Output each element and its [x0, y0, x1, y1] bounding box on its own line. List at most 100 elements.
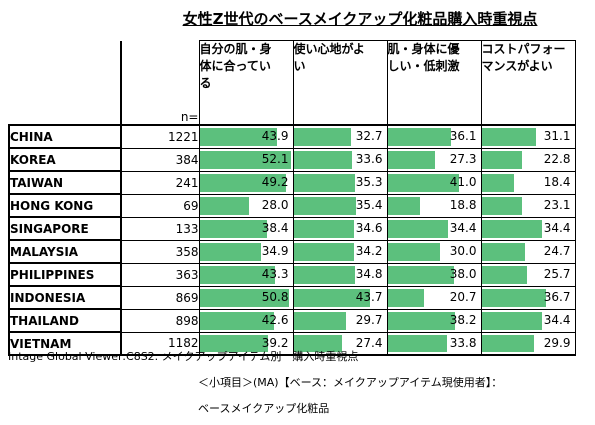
value-bar — [481, 128, 537, 146]
value-label: 30.0 — [449, 243, 477, 258]
value-cell: 35.3 — [292, 171, 388, 195]
chart-title: 女性Z世代のベースメイクアップ化粧品購入時重視点 — [182, 10, 538, 28]
column-header-line: 自分の肌・身 — [199, 42, 272, 56]
value-bar — [293, 265, 355, 284]
value-label: 49.2 — [261, 174, 289, 189]
value-cell: 52.1 — [198, 148, 294, 172]
value-cell: 43.7 — [292, 286, 388, 310]
value-cell: 43.3 — [198, 263, 294, 287]
value-bar — [387, 196, 421, 215]
value-label: 22.8 — [543, 151, 571, 166]
value-bar — [387, 288, 424, 307]
column-header: 肌・身体に優 しい・低刺激 — [386, 40, 482, 126]
table-row: SINGAPORE 133 38.4 34.6 34.4 34.4 — [8, 217, 576, 241]
value-cell: 39.2 — [198, 332, 294, 356]
value-cell: 38.2 — [386, 309, 482, 333]
value-bar — [199, 311, 275, 330]
value-label: 27.4 — [355, 335, 383, 350]
value-label: 27.3 — [449, 151, 477, 166]
value-cell: 34.4 — [480, 217, 576, 241]
sample-size: 384 — [120, 148, 200, 172]
value-bar — [481, 219, 542, 238]
value-cell: 29.7 — [292, 309, 388, 333]
value-label: 34.4 — [543, 220, 571, 235]
value-cell: 33.6 — [292, 148, 388, 172]
table-row: THAILAND 898 42.6 29.7 38.2 34.4 — [8, 309, 576, 333]
country-label: MALAYSIA — [8, 240, 122, 264]
value-cell: 34.4 — [480, 309, 576, 333]
value-bar — [199, 128, 277, 146]
value-cell: 41.0 — [386, 171, 482, 195]
value-bar — [387, 219, 448, 238]
value-label: 34.4 — [543, 312, 571, 327]
value-bar — [481, 334, 534, 352]
value-cell: 23.1 — [480, 194, 576, 218]
value-label: 34.9 — [261, 243, 289, 258]
country-label: KOREA — [8, 148, 122, 172]
column-header-line: マンスがよい — [481, 59, 553, 73]
value-bar — [387, 150, 436, 169]
value-bar — [293, 173, 356, 192]
table-body: CHINA 1221 43.9 32.7 36.1 31.1 KOREA 384 52.1 33.… — [8, 124, 576, 356]
value-bar — [293, 219, 355, 238]
value-label: 52.1 — [261, 151, 289, 166]
column-header-line: しい・低刺激 — [387, 59, 460, 73]
category-note: ベースメイクアップ化粧品 — [198, 402, 330, 415]
country-label: HONG KONG — [8, 194, 122, 218]
value-cell: 35.4 — [292, 194, 388, 218]
value-bar — [293, 150, 353, 169]
value-cell: 34.2 — [292, 240, 388, 264]
column-header-line: コストパフォー — [481, 42, 566, 56]
value-bar — [293, 311, 346, 330]
source-note: Intage Global Viewer:C8S2. メイクアップアイテム別 購… — [8, 350, 359, 363]
country-label: VIETNAM — [8, 332, 122, 356]
column-header: 使い心地がよい — [292, 40, 388, 126]
table-row: MALAYSIA 358 34.9 34.2 30.0 24.7 — [8, 240, 576, 264]
column-header-line: 肌・身体に優 — [387, 42, 460, 56]
n-header: n= — [121, 40, 200, 126]
country-label: PHILIPPINES — [8, 263, 122, 287]
header-row: n= 自分の肌・身 体に合っている使い心地がよい肌・身体に優 しい・低刺激 コストパフ… — [9, 40, 576, 126]
corner-cell — [9, 40, 122, 126]
value-label: 34.2 — [355, 243, 383, 258]
value-label: 43.7 — [355, 289, 383, 304]
value-bar — [481, 150, 522, 169]
value-cell: 34.6 — [292, 217, 388, 241]
value-cell: 33.8 — [386, 332, 482, 356]
value-label: 38.2 — [449, 312, 477, 327]
sample-size: 69 — [120, 194, 200, 218]
value-label: 34.8 — [355, 266, 383, 281]
value-bar — [387, 311, 455, 330]
value-cell: 36.1 — [386, 125, 482, 149]
value-bar — [199, 150, 291, 169]
value-bar — [199, 288, 289, 307]
value-bar — [481, 265, 527, 284]
value-label: 43.3 — [261, 266, 289, 281]
value-label: 23.1 — [543, 197, 571, 212]
value-label: 20.7 — [449, 289, 477, 304]
table-row: CHINA 1221 43.9 32.7 36.1 31.1 — [8, 124, 576, 149]
country-label: CHINA — [8, 124, 122, 149]
value-bar — [481, 173, 514, 192]
value-bar — [387, 242, 441, 261]
data-table: n= 自分の肌・身 体に合っている使い心地がよい肌・身体に優 しい・低刺激 コストパフ… — [8, 40, 576, 356]
column-header-line: 体に合ってい — [199, 59, 271, 73]
value-cell: 42.6 — [198, 309, 294, 333]
value-label: 34.6 — [355, 220, 383, 235]
value-label: 50.8 — [261, 289, 289, 304]
value-label: 39.2 — [261, 335, 289, 350]
value-label: 33.6 — [355, 151, 383, 166]
value-label: 25.7 — [543, 266, 571, 281]
value-label: 36.1 — [449, 129, 477, 143]
sample-size: 241 — [120, 171, 200, 195]
table-row: TAIWAN 241 49.2 35.3 41.0 18.4 — [8, 171, 576, 195]
table-row: VIETNAM 1182 39.2 27.4 33.8 29.9 — [8, 332, 576, 356]
value-bar — [199, 173, 286, 192]
value-label: 38.4 — [261, 220, 289, 235]
country-label: THAILAND — [8, 309, 122, 333]
value-label: 34.4 — [449, 220, 477, 235]
value-label: 18.8 — [449, 197, 477, 212]
value-bar — [199, 219, 267, 238]
value-cell: 34.4 — [386, 217, 482, 241]
country-label: SINGAPORE — [8, 217, 122, 241]
